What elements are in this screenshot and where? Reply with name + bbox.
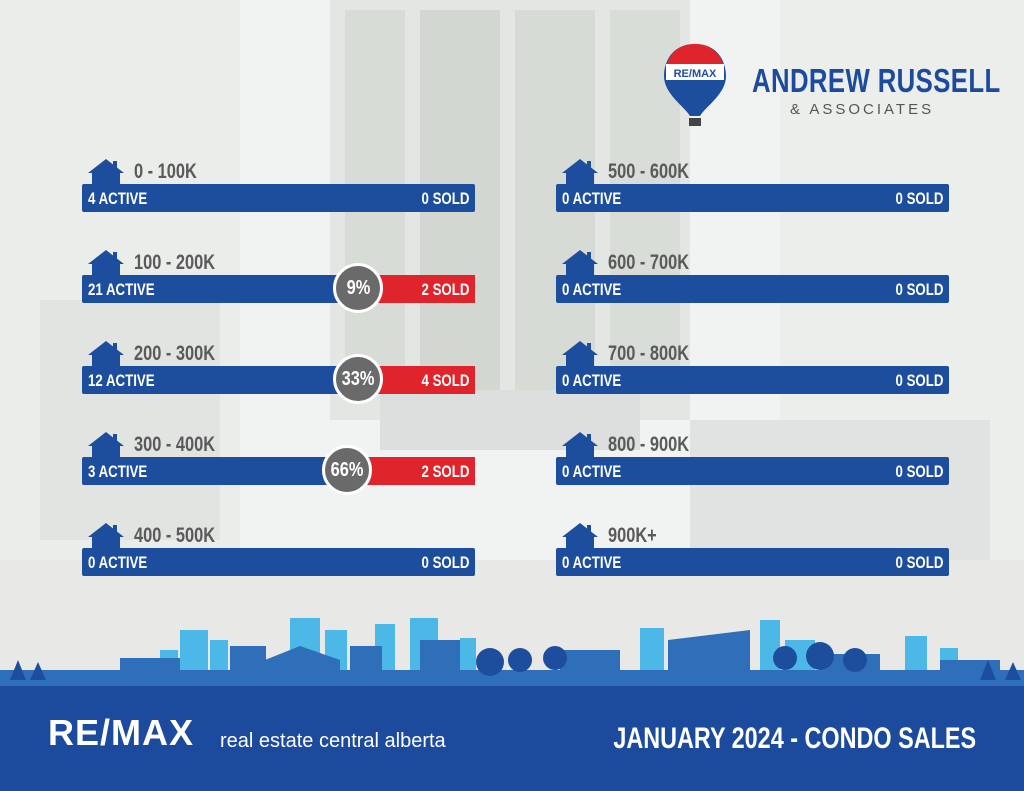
tier-range-label: 800 - 900K bbox=[608, 433, 690, 456]
price-tier: 100 - 200K 9% 21 ACTIVE 2 SOLD bbox=[82, 249, 475, 313]
balloon-text: RE/MAX bbox=[674, 68, 717, 80]
house-icon bbox=[562, 159, 598, 188]
sold-percent-badge: 33% bbox=[333, 354, 383, 404]
sold-count-label: 0 SOLD bbox=[895, 462, 943, 481]
active-bar: 0 ACTIVE 0 SOLD bbox=[556, 275, 949, 303]
sold-percent-badge: 66% bbox=[322, 445, 372, 495]
price-tier: 800 - 900K 0 ACTIVE 0 SOLD bbox=[556, 431, 949, 485]
active-bar: 0 ACTIVE 0 SOLD bbox=[556, 184, 949, 212]
sold-percent-label: 9% bbox=[346, 276, 370, 299]
active-bar: 66% 3 ACTIVE 2 SOLD bbox=[82, 445, 475, 495]
footer-remax-logo: RE/MAX bbox=[48, 712, 195, 753]
city-skyline-graphic bbox=[0, 618, 1024, 690]
active-bar: 0 ACTIVE 0 SOLD bbox=[556, 457, 949, 485]
house-icon bbox=[88, 341, 124, 370]
tier-range-label: 400 - 500K bbox=[134, 524, 216, 547]
house-icon bbox=[88, 159, 124, 188]
active-bar: 0 ACTIVE 0 SOLD bbox=[82, 548, 475, 576]
house-icon bbox=[562, 250, 598, 279]
sold-count-label: 0 SOLD bbox=[895, 553, 943, 572]
active-count-label: 3 ACTIVE bbox=[88, 462, 148, 481]
active-count-label: 0 ACTIVE bbox=[562, 280, 622, 299]
active-count-label: 0 ACTIVE bbox=[562, 371, 622, 390]
tier-range-label: 100 - 200K bbox=[134, 251, 216, 274]
brand-subtitle: & ASSOCIATES bbox=[790, 101, 935, 118]
tier-range-label: 0 - 100K bbox=[134, 160, 197, 183]
active-bar: 9% 21 ACTIVE 2 SOLD bbox=[82, 263, 475, 313]
sold-percent-label: 66% bbox=[330, 458, 364, 481]
price-tier: 0 - 100K 4 ACTIVE 0 SOLD bbox=[82, 158, 475, 212]
house-icon bbox=[88, 432, 124, 461]
house-icon bbox=[562, 432, 598, 461]
house-icon bbox=[562, 341, 598, 370]
active-count-label: 0 ACTIVE bbox=[562, 462, 622, 481]
active-count-label: 12 ACTIVE bbox=[88, 371, 155, 390]
sold-count-label: 0 SOLD bbox=[895, 189, 943, 208]
footer-tagline: real estate central alberta bbox=[220, 730, 446, 752]
price-tier: 600 - 700K 0 ACTIVE 0 SOLD bbox=[556, 249, 949, 303]
remax-balloon-logo: RE/MAX bbox=[664, 44, 726, 126]
house-icon bbox=[562, 523, 598, 552]
tier-range-label: 300 - 400K bbox=[134, 433, 216, 456]
sold-count-label: 0 SOLD bbox=[895, 371, 943, 390]
brand-name: ANDREW RUSSELL bbox=[752, 62, 1001, 99]
price-tier: 300 - 400K 66% 3 ACTIVE 2 SOLD bbox=[82, 431, 475, 495]
tier-range-label: 500 - 600K bbox=[608, 160, 690, 183]
sold-count-label: 0 SOLD bbox=[895, 280, 943, 299]
active-count-label: 4 ACTIVE bbox=[88, 189, 148, 208]
tier-range-label: 200 - 300K bbox=[134, 342, 216, 365]
footer-bar bbox=[0, 686, 1024, 791]
house-icon bbox=[88, 250, 124, 279]
report-title: JANUARY 2024 - CONDO SALES bbox=[613, 722, 976, 755]
sold-percent-label: 33% bbox=[341, 367, 375, 390]
active-bar: 0 ACTIVE 0 SOLD bbox=[556, 366, 949, 394]
sold-count-label: 0 SOLD bbox=[421, 189, 469, 208]
sold-count-label: 0 SOLD bbox=[421, 553, 469, 572]
sold-count-label: 2 SOLD bbox=[421, 280, 469, 299]
active-count-label: 21 ACTIVE bbox=[88, 280, 155, 299]
tier-range-label: 600 - 700K bbox=[608, 251, 690, 274]
house-icon bbox=[88, 523, 124, 552]
sold-count-label: 2 SOLD bbox=[421, 462, 469, 481]
price-tier: 200 - 300K 33% 12 ACTIVE 4 SOLD bbox=[82, 340, 475, 404]
active-count-label: 0 ACTIVE bbox=[88, 553, 148, 572]
active-count-label: 0 ACTIVE bbox=[562, 553, 622, 572]
price-tier: 400 - 500K 0 ACTIVE 0 SOLD bbox=[82, 522, 475, 576]
price-tier: 900K+ 0 ACTIVE 0 SOLD bbox=[556, 522, 949, 576]
sold-count-label: 4 SOLD bbox=[421, 371, 469, 390]
price-tier: 700 - 800K 0 ACTIVE 0 SOLD bbox=[556, 340, 949, 394]
price-tier: 500 - 600K 0 ACTIVE 0 SOLD bbox=[556, 158, 949, 212]
active-bar: 33% 12 ACTIVE 4 SOLD bbox=[82, 354, 475, 404]
active-count-label: 0 ACTIVE bbox=[562, 189, 622, 208]
sold-percent-badge: 9% bbox=[333, 263, 383, 313]
tier-range-label: 900K+ bbox=[608, 524, 657, 547]
tier-range-label: 700 - 800K bbox=[608, 342, 690, 365]
active-bar: 4 ACTIVE 0 SOLD bbox=[82, 184, 475, 212]
active-bar: 0 ACTIVE 0 SOLD bbox=[556, 548, 949, 576]
